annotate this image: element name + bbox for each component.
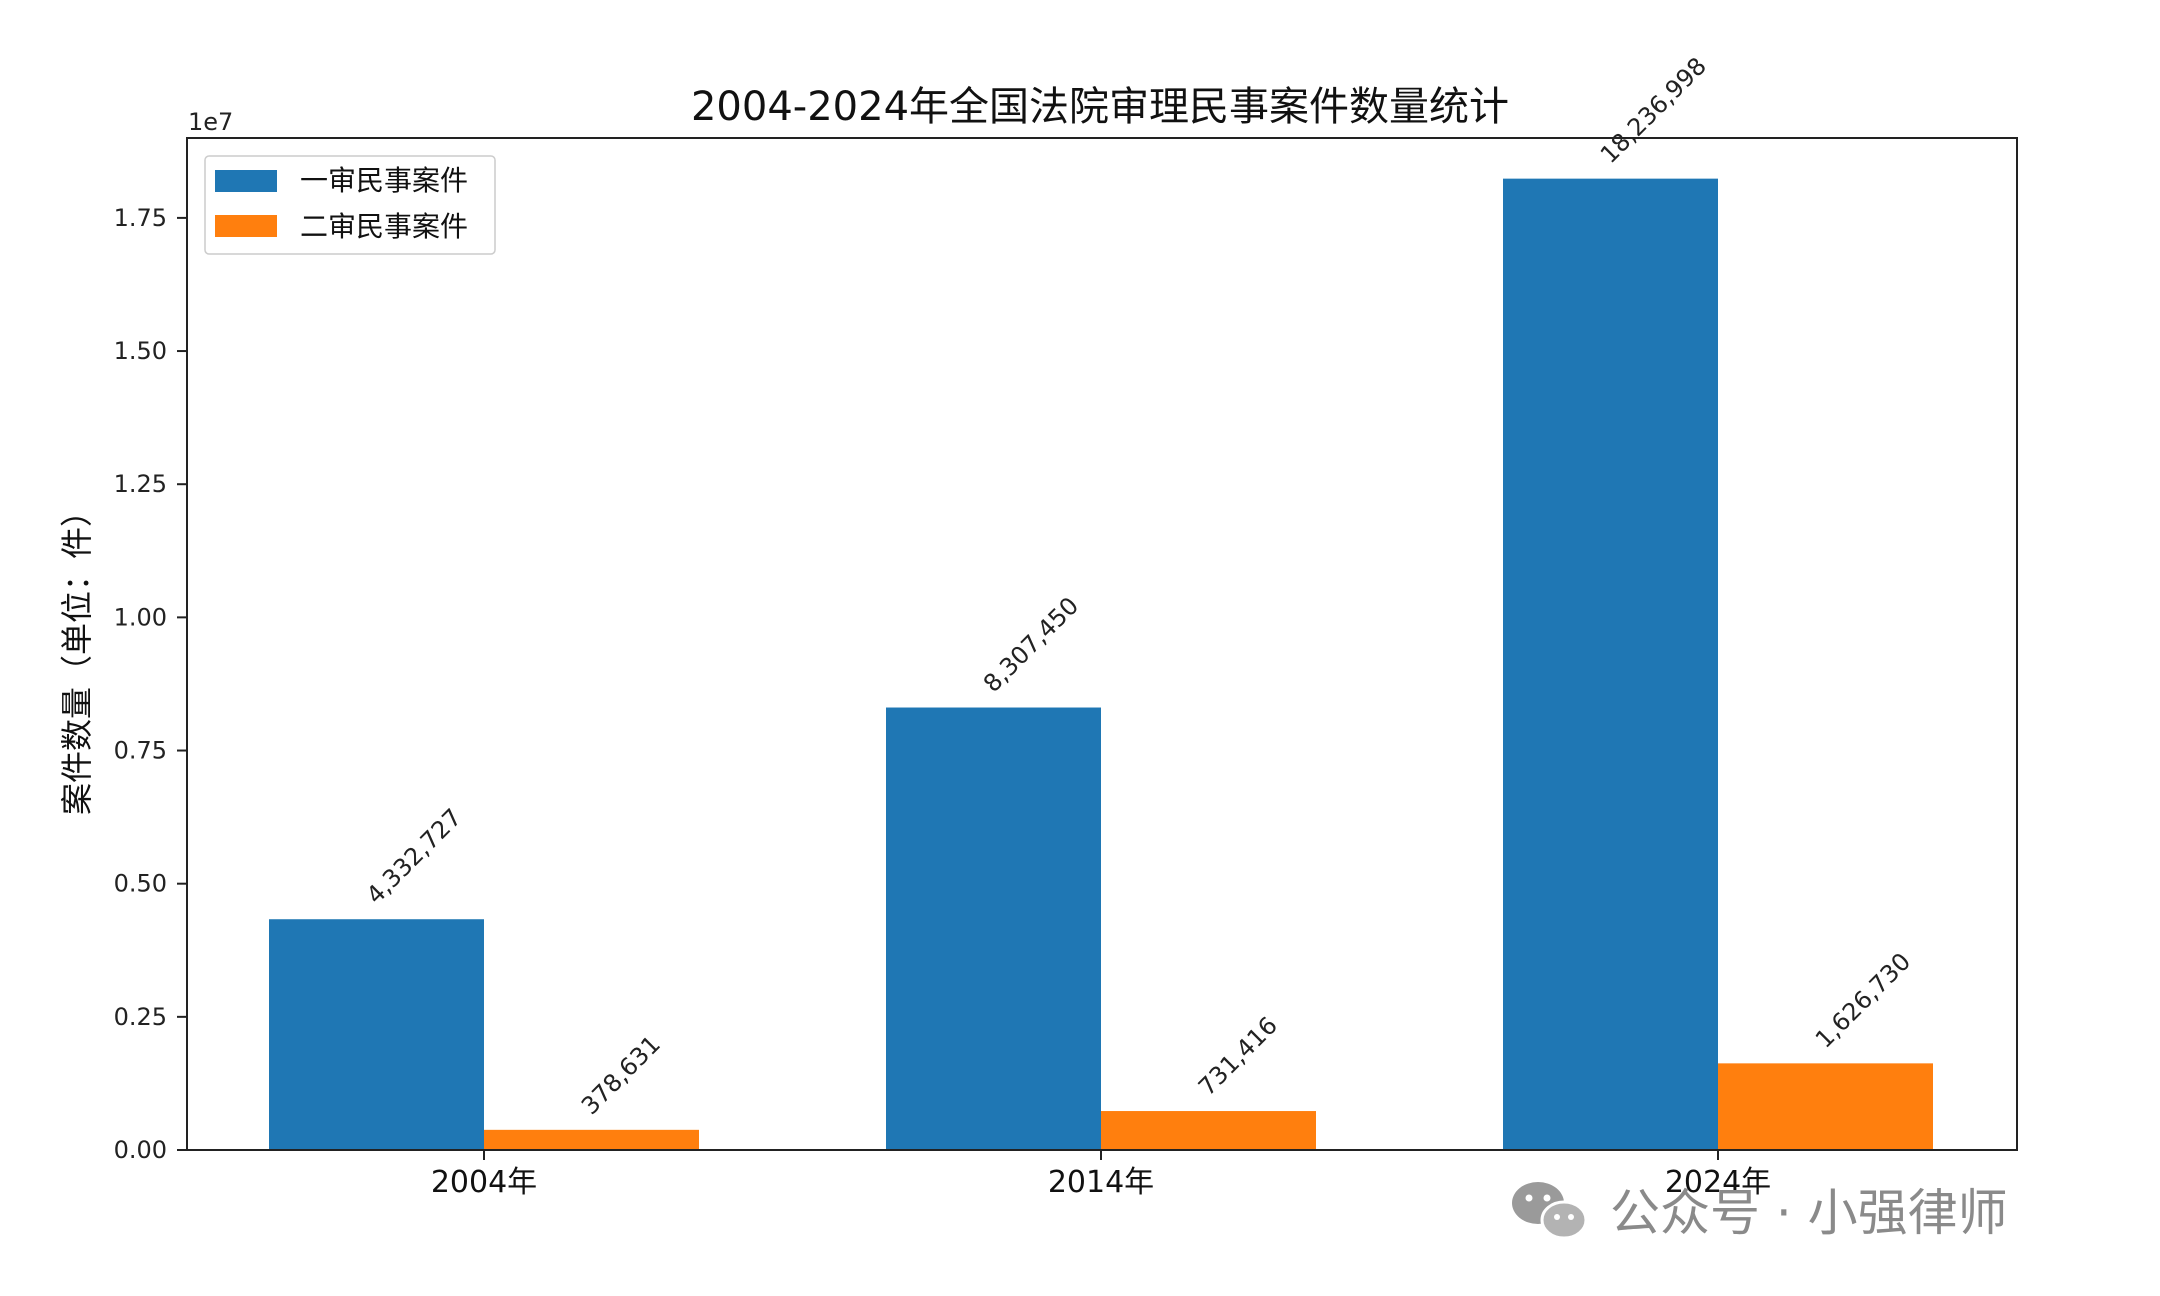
- data-label: 8,307,450: [978, 592, 1084, 698]
- y-tick-label: 1.00: [114, 603, 167, 631]
- y-tick-label: 1.50: [114, 337, 167, 365]
- watermark: 公众号 · 小强律师: [1512, 1182, 2008, 1242]
- bar: [484, 1129, 699, 1150]
- data-label: 18,236,998: [1595, 52, 1712, 169]
- data-label: 4,332,727: [361, 803, 467, 909]
- bar: [1503, 178, 1718, 1150]
- legend-swatch-series-1: [215, 170, 277, 192]
- bar: [269, 919, 484, 1150]
- y-tick-label: 0.50: [114, 870, 167, 898]
- y-tick-label: 0.00: [114, 1136, 167, 1164]
- bar: [1101, 1111, 1316, 1150]
- legend: 一审民事案件 二审民事案件: [204, 155, 496, 255]
- x-tick-label: 2014年: [1048, 1165, 1154, 1200]
- legend-label-series-1: 一审民事案件: [300, 164, 468, 197]
- y-tick-label: 0.75: [114, 737, 167, 765]
- x-tick-label: 2004年: [431, 1165, 537, 1200]
- data-label: 1,626,730: [1810, 947, 1916, 1053]
- legend-box: [204, 155, 496, 255]
- watermark-text: 公众号 · 小强律师: [1610, 1184, 2008, 1242]
- y-axis-label: 案件数量（单位：件）: [58, 495, 96, 815]
- legend-swatch-series-2: [215, 215, 277, 237]
- y-axis-offset-label: 1e7: [188, 108, 233, 136]
- y-tick-label: 1.25: [114, 470, 167, 498]
- y-tick-label: 0.25: [114, 1003, 167, 1031]
- data-label: 378,631: [576, 1030, 666, 1120]
- data-label: 731,416: [1193, 1011, 1283, 1101]
- chart-title: 2004-2024年全国法院审理民事案件数量统计: [691, 84, 1509, 130]
- legend-label-series-2: 二审民事案件: [300, 210, 468, 243]
- x-tick-label: 2024年: [1665, 1165, 1771, 1200]
- bar: [1718, 1063, 1933, 1150]
- bar: [886, 707, 1101, 1150]
- plot-frame: [186, 137, 2018, 1151]
- y-tick-label: 1.75: [114, 204, 167, 232]
- wechat-icon: [1512, 1182, 1588, 1240]
